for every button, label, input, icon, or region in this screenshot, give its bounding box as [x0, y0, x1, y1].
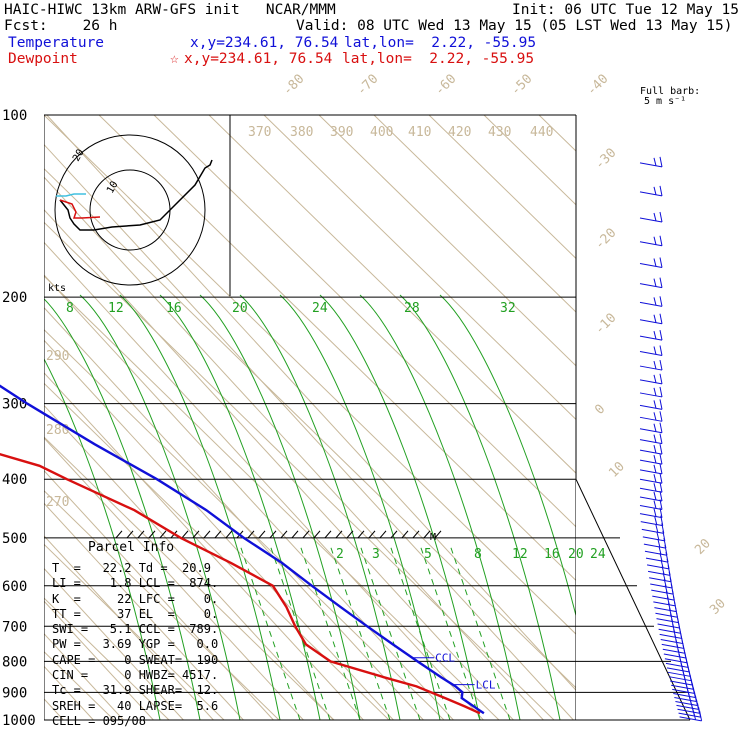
star-icon: ☆ [170, 51, 179, 67]
pressure-tick-label: 700 [2, 619, 27, 635]
pressure-tick-label: 200 [2, 290, 27, 306]
parcel-info-row: T = 22.2 Td = 20.9 [52, 561, 211, 575]
pressure-tick-label: 400 [2, 472, 27, 488]
mixing-ratio-label: 16 [544, 547, 560, 562]
barb-legend-line2: 5 m s⁻¹ [644, 96, 686, 107]
pressure-tick-label: 900 [2, 685, 27, 701]
theta-label: 380 [290, 125, 313, 140]
mark-m: M [430, 532, 436, 543]
parcel-info-row: SWI = 5.1 CCL = 789. [52, 622, 219, 637]
isotherm-label: -10 [592, 311, 619, 338]
pressure-tick-label: 100 [2, 108, 27, 124]
isotherm-label: 10 [606, 459, 628, 481]
theta-label: 400 [370, 125, 393, 140]
mixing-ratio-label: 2 [336, 547, 344, 562]
level-label: LCL [476, 679, 496, 692]
barb-legend-line1: Full barb: [640, 86, 700, 97]
wind-barbs [639, 156, 703, 722]
mixing-ratio-label: 20 [232, 301, 248, 316]
parcel-info-row: CIN = 0 HWBZ= 4517. [52, 668, 219, 683]
dewpoint-latlon: lat,lon= 2.22, -55.95 [342, 51, 535, 67]
dewpoint-coords: x,y=234.61, 76.54 [184, 51, 333, 67]
header-title: HAIC-HIWC 13km ARW-GFS init NCAR/MMM [4, 2, 336, 18]
hodo-ring-label-10: 10 [105, 180, 121, 196]
temperature-line [0, 384, 485, 715]
header-valid: Valid: 08 UTC Wed 13 May 15 (05 LST Wed … [296, 18, 733, 34]
hodo-units: kts [48, 283, 66, 294]
parcel-info-row: SREH = 40 LAPSE= 5.6 [52, 698, 219, 713]
parcel-info-row: CAPE = 0 SWEAT= 190 [52, 652, 219, 667]
mixing-ratio-label: 5 [424, 547, 432, 562]
header-fcst: Fcst: 26 h [4, 18, 118, 34]
parcel-info-row: LI = 1.8 LCL = 874. [52, 576, 219, 591]
mixing-ratio-label: 24 [312, 301, 328, 316]
isotherm-label: 30 [707, 596, 729, 618]
isotherm-label: -40 [584, 72, 611, 99]
theta-label: 410 [408, 125, 431, 140]
mixing-ratio-label: 24 [590, 547, 606, 562]
mixing-ratio-label: 28 [404, 301, 420, 316]
dewpoint-legend-label: Dewpoint [8, 51, 78, 67]
parcel-info-row: TT = 37 EL = 0. [52, 606, 219, 621]
parcel-info-row: K = 22 LFC = 0. [52, 591, 219, 606]
theta-label: 280 [46, 423, 69, 438]
isotherm-label: -70 [354, 72, 381, 99]
level-label: CCL [435, 652, 455, 665]
theta-label: 270 [46, 495, 69, 510]
mixing-ratio-label: 12 [108, 301, 124, 316]
parcel-info-table: T = 22.2 Td = 20.9 LI = 1.8 LCL = 874. K =… [52, 561, 218, 729]
temperature-coords: x,y=234.61, 76.54 [190, 35, 339, 51]
isotherm-label: -60 [432, 72, 459, 99]
theta-label: 290 [46, 349, 69, 364]
temperature-latlon: lat,lon= 2.22, -55.95 [344, 35, 537, 51]
isotherm-label: -20 [592, 226, 619, 253]
theta-label: 440 [530, 125, 553, 140]
mixing-ratio-label: 8 [66, 301, 74, 316]
parcel-info-row: PW = 3.69 YGP = 0.0 [52, 637, 219, 652]
mixing-ratio-label: 16 [166, 301, 182, 316]
pressure-tick-label: 1000 [2, 713, 36, 729]
mixing-ratio-label: 3 [372, 547, 380, 562]
pressure-tick-label: 300 [2, 397, 27, 413]
mixing-ratio-label: 20 [568, 547, 584, 562]
dewpoint-line [0, 453, 481, 715]
isotherm-label: -30 [592, 146, 619, 173]
isotherm-label: 0 [592, 402, 608, 418]
theta-label: 370 [248, 125, 271, 140]
theta-label: 430 [488, 125, 511, 140]
parcel-info-title: Parcel Info [88, 540, 175, 555]
parcel-info-row: Tc = 31.9 SHEAR= 12. [52, 683, 219, 698]
mixing-ratio-label: 8 [474, 547, 482, 562]
mixing-ratio-label: 12 [512, 547, 528, 562]
isotherm-label: -50 [508, 72, 535, 99]
pressure-tick-label: 800 [2, 654, 27, 670]
pressure-tick-label: 600 [2, 579, 27, 595]
hodo-ring-label-20: 20 [71, 148, 87, 164]
isotherm-label: 20 [692, 536, 714, 558]
theta-label: 420 [448, 125, 471, 140]
hodograph: 20 10 kts [48, 115, 231, 296]
isotherm-label: -80 [280, 72, 307, 99]
temperature-legend-label: Temperature [8, 35, 105, 51]
pressure-tick-label: 500 [2, 531, 27, 547]
parcel-info-row: CELL = 095/08 [52, 713, 146, 728]
theta-label: 390 [330, 125, 353, 140]
header-init: Init: 06 UTC Tue 12 May 15 [512, 2, 739, 18]
mixing-ratio-label: 32 [500, 301, 516, 316]
